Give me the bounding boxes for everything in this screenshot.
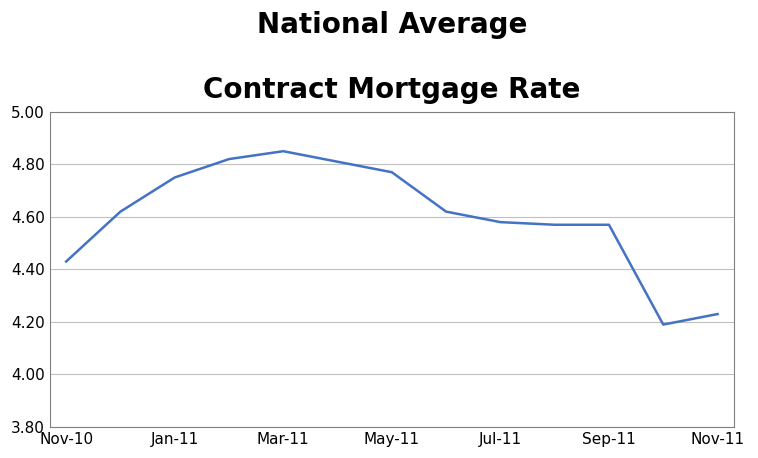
Title: National Average

Contract Mortgage Rate: National Average Contract Mortgage Rate <box>203 11 581 104</box>
